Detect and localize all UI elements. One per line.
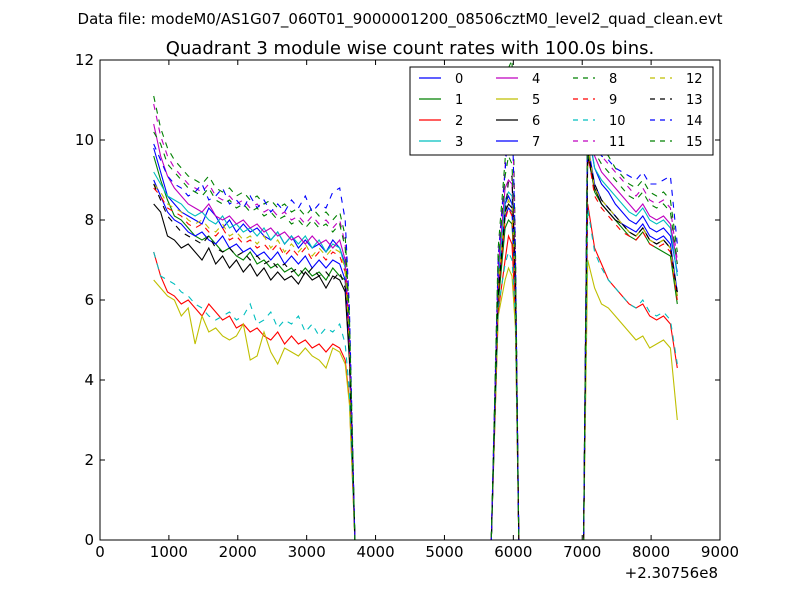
y-tick-label: 8 <box>84 211 94 229</box>
x-tick-label: 1000 <box>150 543 188 561</box>
legend-label-8: 8 <box>609 72 617 87</box>
chart-title: Quadrant 3 module wise count rates with … <box>166 38 655 59</box>
legend-label-11: 11 <box>609 135 626 150</box>
x-tick-label: 0 <box>95 543 105 561</box>
figure-suptitle: Data file: modeM0/AS1G07_060T01_90000012… <box>78 10 723 29</box>
y-tick-label: 0 <box>84 531 94 549</box>
series-line-13 <box>153 151 678 540</box>
x-tick-label: 6000 <box>494 543 532 561</box>
legend-label-5: 5 <box>532 93 540 108</box>
legend-label-9: 9 <box>609 93 617 108</box>
legend-label-6: 6 <box>532 114 540 129</box>
series-line-1 <box>153 147 678 540</box>
x-offset-label: +2.30756e8 <box>625 564 718 582</box>
legend-label-15: 15 <box>686 135 703 150</box>
axis-ticks: 0 1000 2000 3000 4000 5000 6000 7000 8000 9000 0 2 4… <box>75 51 739 561</box>
series-line-11 <box>153 90 678 540</box>
x-tick-label: 4000 <box>356 543 394 561</box>
legend-label-14: 14 <box>686 114 703 129</box>
legend-label-13: 13 <box>686 93 703 108</box>
series-line-9 <box>153 151 678 540</box>
series-line-5 <box>153 259 678 540</box>
x-tick-label: 9000 <box>701 543 739 561</box>
series-line-4 <box>153 107 678 540</box>
series-line-8 <box>153 60 678 540</box>
legend-box <box>409 66 714 156</box>
legend-label-0: 0 <box>455 72 463 87</box>
x-tick-label: 7000 <box>563 543 601 561</box>
x-tick-label: 2000 <box>219 543 257 561</box>
legend-label-12: 12 <box>686 72 703 87</box>
y-tick-label: 2 <box>84 451 94 469</box>
series-line-0 <box>153 127 678 540</box>
y-tick-label: 10 <box>75 131 94 149</box>
x-tick-label: 5000 <box>425 543 463 561</box>
x-tick-label: 3000 <box>288 543 326 561</box>
legend-label-10: 10 <box>609 114 626 129</box>
y-tick-label: 6 <box>84 291 94 309</box>
series-line-14 <box>153 103 678 540</box>
legend-label-4: 4 <box>532 72 540 87</box>
series-line-6 <box>153 155 678 540</box>
x-tick-label: 8000 <box>632 543 670 561</box>
series-line-10 <box>153 207 678 540</box>
series-line-15 <box>153 111 678 540</box>
series-line-3 <box>153 123 678 540</box>
y-tick-label: 12 <box>75 51 94 69</box>
legend-label-7: 7 <box>532 135 540 150</box>
series-layer <box>153 60 678 540</box>
legend-label-3: 3 <box>455 135 463 150</box>
legend-label-2: 2 <box>455 114 463 129</box>
legend-label-1: 1 <box>455 93 463 108</box>
y-tick-label: 4 <box>84 371 94 389</box>
